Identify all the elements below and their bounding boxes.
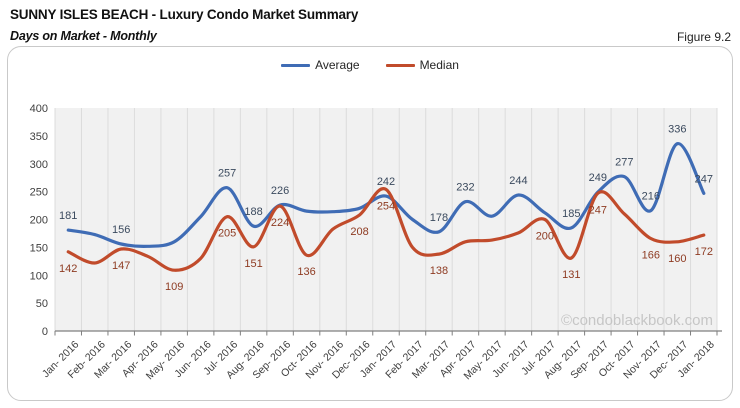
data-label-average: 226 [271,185,289,197]
chart-subtitle: Days on Market - Monthly [10,29,157,43]
data-label-median: 166 [642,249,660,261]
data-label-median: 151 [244,258,262,270]
median-line [66,187,706,272]
y-axis-tick-label: 350 [30,131,48,143]
legend-label-median: Median [419,58,459,72]
data-label-average: 232 [456,182,474,194]
data-label-average: 188 [244,206,262,218]
chart-legend: Average Median [8,58,732,72]
data-label-average: 242 [377,176,395,188]
data-label-average: 181 [59,210,77,222]
data-label-median: 254 [377,200,395,212]
y-axis-tick-label: 200 [30,215,48,227]
data-label-average: 277 [615,157,633,169]
data-label-median: 138 [430,265,448,277]
data-label-median: 131 [562,269,580,281]
legend-label-average: Average [315,58,360,72]
data-label-median: 200 [536,231,554,243]
legend-item-average: Average [281,58,360,72]
legend-item-median: Median [385,58,459,72]
plot-area [55,108,717,331]
y-axis-tick-label: 0 [42,326,48,338]
data-label-median: 208 [350,226,368,238]
data-label-median: 147 [112,260,130,272]
data-label-average: 178 [430,212,448,224]
y-axis-tick-label: 50 [36,298,48,310]
chart-container: Average Median ©condoblackbook.com 0 50 100… [7,46,733,401]
data-label-median: 136 [297,266,315,278]
data-label-median: 172 [695,246,713,258]
data-label-average: 247 [695,173,713,185]
y-axis-tick-label: 250 [30,187,48,199]
data-label-median: 109 [165,281,183,293]
data-label-median: 142 [59,263,77,275]
page-title: SUNNY ISLES BEACH - Luxury Condo Market … [10,7,359,22]
y-axis-tick-label: 100 [30,270,48,282]
average-line-swatch [281,63,311,67]
chart-svg: ©condoblackbook.com 0 50 100 150 200 250 300 350… [30,103,722,382]
data-label-average: 336 [668,124,686,136]
data-label-median: 205 [218,228,236,240]
y-axis-tick-label: 150 [30,242,48,254]
median-line-swatch [385,63,415,67]
y-axis-tick-label: 300 [30,159,48,171]
y-axis-tick-label: 400 [30,103,48,115]
data-label-average: 244 [509,175,527,187]
data-label-average: 249 [589,172,607,184]
figure-label: Figure 9.2 [676,30,731,44]
data-label-average: 156 [112,224,130,236]
watermark-text: ©condoblackbook.com [561,312,713,329]
data-label-median: 247 [589,204,607,216]
data-label-average: 257 [218,168,236,180]
data-label-average: 216 [642,191,660,203]
data-label-median: 160 [668,253,686,265]
data-label-median: 224 [271,217,289,229]
average-line [66,142,706,248]
data-label-average: 185 [562,208,580,220]
